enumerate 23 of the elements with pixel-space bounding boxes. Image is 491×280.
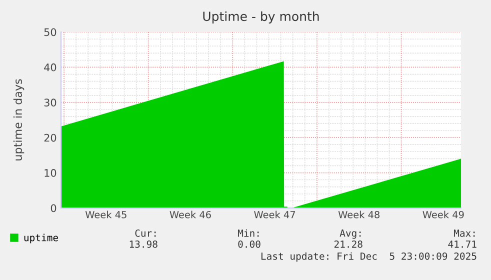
x-tick-label: Week 47	[254, 210, 296, 218]
text: Last update: Fri Dec 5 23:00:09 2025	[261, 252, 476, 262]
x-tick-label: Week 46	[170, 210, 211, 218]
y-tick-label: 0	[50, 204, 56, 212]
y-tick-label: 40	[44, 63, 56, 72]
text: 21.28	[334, 240, 362, 248]
y-tick-label: 50	[44, 28, 56, 36]
chart-title: Uptime - by month	[203, 11, 319, 24]
text: Cur:	[135, 229, 156, 237]
x-tick-label: Week 49	[422, 210, 464, 218]
y-axis-title: uptime in days	[13, 79, 24, 160]
x-tick-label: Week 45	[85, 210, 126, 218]
text: Max:	[454, 230, 475, 237]
y-tick-label: 30	[44, 98, 56, 107]
text: 0.00	[238, 240, 260, 248]
text: Avg:	[340, 230, 361, 239]
x-tick-label: Week 48	[338, 210, 380, 218]
y-tick-label: 20	[44, 134, 56, 142]
legend-label: uptime	[24, 234, 58, 244]
text: 13.98	[130, 240, 158, 248]
y-tick-label: 10	[44, 169, 56, 177]
text: Min:	[238, 229, 259, 237]
text: 41.71	[448, 240, 476, 248]
